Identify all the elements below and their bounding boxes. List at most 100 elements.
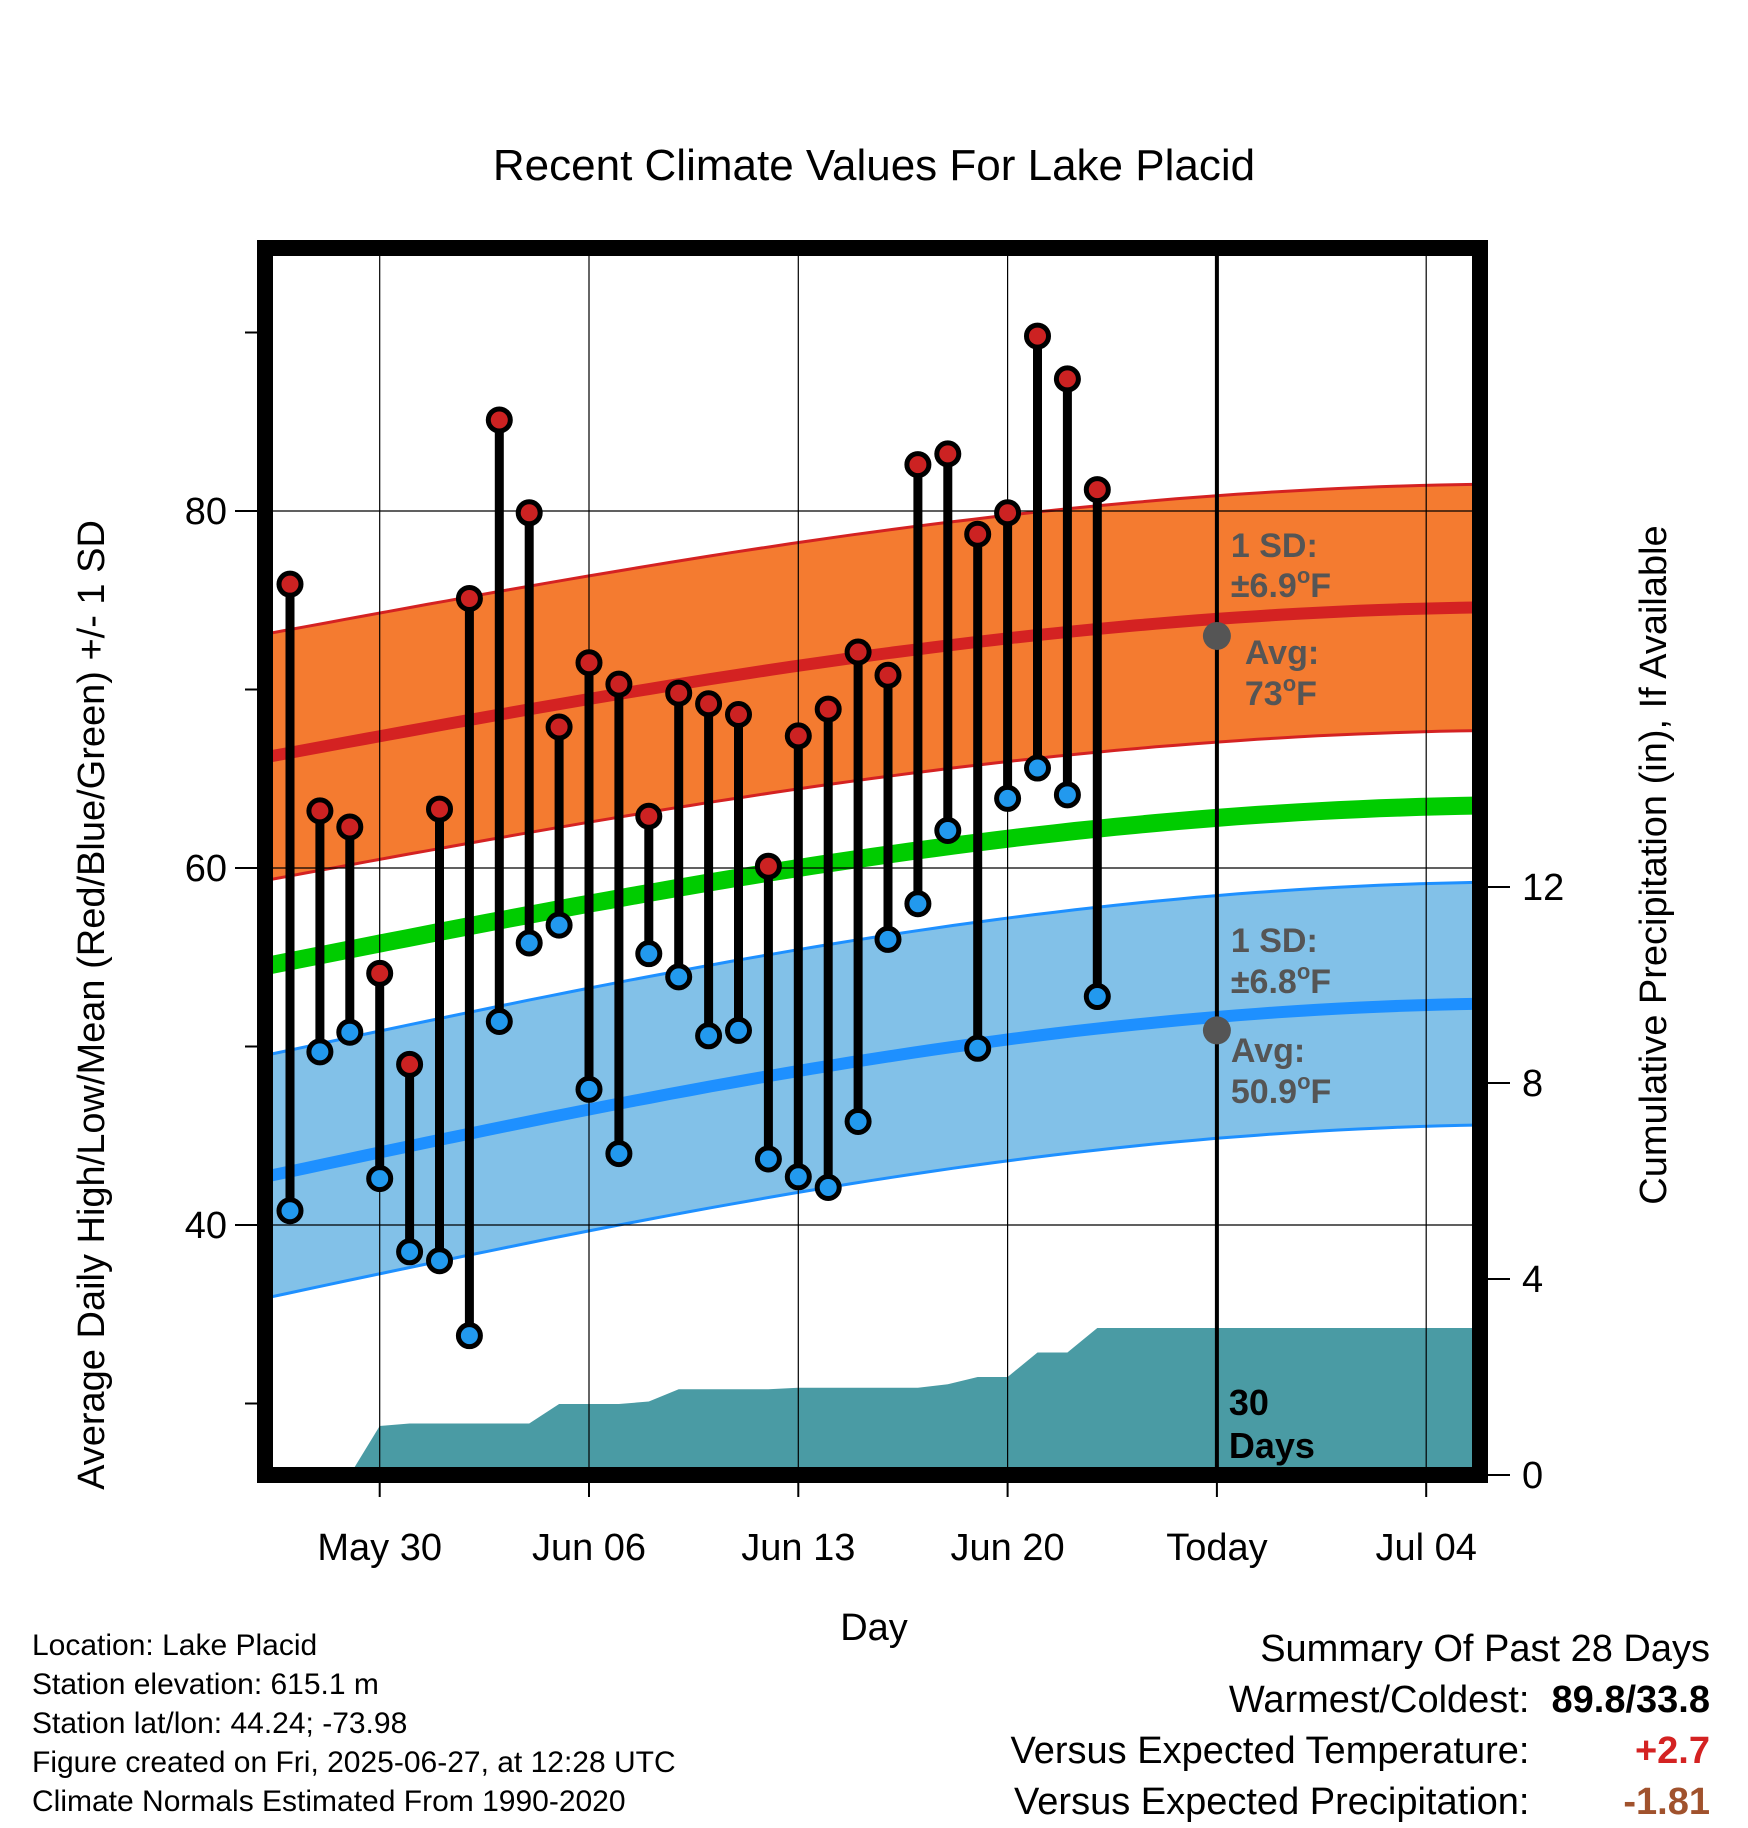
x-tick-label: Jun 20 <box>951 1527 1065 1569</box>
y2-tick-label: 0 <box>1522 1455 1543 1497</box>
period-days-unit: Days <box>1229 1425 1315 1466</box>
y2-axis-label: Cumulative Precipitation (in), If Availa… <box>1633 525 1675 1204</box>
y2-tick-label: 8 <box>1522 1063 1543 1105</box>
observed-high-dot <box>306 797 334 825</box>
observed-low-dot <box>665 963 693 991</box>
precip-value: -1.81 <box>1623 1781 1710 1823</box>
y2-tick-label: 4 <box>1522 1259 1543 1301</box>
observed-low-dot <box>725 1016 752 1044</box>
today-low-avg-dot <box>1202 1016 1231 1045</box>
observed-high-dot <box>336 813 364 841</box>
info-elevation: Station elevation: 615.1 m <box>32 1668 379 1701</box>
chart-title: Recent Climate Values For Lake Placid <box>493 141 1255 190</box>
observed-high-dot <box>1053 365 1081 393</box>
x-tick-label: Jun 06 <box>532 1527 646 1569</box>
observed-low-dot <box>336 1018 364 1046</box>
observed-high-dot <box>934 440 962 468</box>
precip-area <box>290 1328 1480 1475</box>
info-latlon: Station lat/lon: 44.24; -73.98 <box>32 1707 408 1740</box>
y-tick-label: 60 <box>185 848 227 890</box>
precip-label: Versus Expected Precipitation: <box>1014 1781 1530 1823</box>
observed-low-dot <box>605 1140 633 1168</box>
observed-high-dot <box>1024 322 1051 350</box>
high-sd-band <box>265 484 1480 881</box>
high-sd-value: ±6.9oF <box>1231 563 1331 605</box>
observed-low-dot <box>874 925 902 953</box>
warmest-coldest-value: 89.8/33.8 <box>1551 1679 1710 1721</box>
info-created: Figure created on Fri, 2025-06-27, at 12… <box>32 1746 676 1779</box>
observed-high-dot <box>784 722 812 750</box>
observed-low-dot <box>754 1145 782 1173</box>
observed-high-dot <box>665 679 693 707</box>
observed-high-dot <box>1083 476 1111 504</box>
observed-low-dot <box>455 1322 483 1350</box>
observed-low-dot <box>366 1165 394 1193</box>
observed-low-dot <box>575 1075 603 1103</box>
temp-label: Versus Expected Temperature: <box>1010 1730 1530 1772</box>
observed-low-dot <box>964 1034 992 1062</box>
observed-low-dot <box>426 1247 453 1275</box>
observed-low-dot <box>545 911 573 939</box>
observed-high-dot <box>605 670 633 698</box>
high-avg-value: 73oF <box>1245 671 1317 713</box>
observed-high-dot <box>575 649 603 677</box>
summary-panel: Summary Of Past 28 Days Warmest/Coldest:… <box>1011 1624 1710 1828</box>
x-tick-label: Jul 04 <box>1375 1527 1476 1569</box>
observed-low-dot <box>515 929 543 957</box>
observed-high-dot <box>455 584 483 612</box>
observed-low-dot <box>1083 983 1111 1011</box>
observed-high-dot <box>396 1050 424 1078</box>
observed-low-dot <box>904 890 932 918</box>
plot-frame <box>257 240 1488 1483</box>
low-sd-value: ±6.8oF <box>1231 959 1331 1001</box>
observed-low-dot <box>994 784 1022 812</box>
observed-high-dot <box>964 520 992 548</box>
period-days-number: 30 <box>1229 1382 1269 1423</box>
observed-low-dot <box>814 1174 842 1202</box>
low-avg-value: 50.9oF <box>1231 1069 1331 1111</box>
temp-value: +2.7 <box>1634 1730 1710 1772</box>
observed-high-dot <box>725 700 752 728</box>
observed-low-dot <box>844 1107 872 1135</box>
observed-low-dot <box>695 1022 723 1050</box>
today-high-avg-dot <box>1202 621 1231 650</box>
observed-high-dot <box>695 690 723 718</box>
low-sd-band <box>265 882 1480 1299</box>
observed-high-dot <box>426 795 453 823</box>
low-avg-label: Avg: <box>1231 1032 1305 1070</box>
summary-warmest-coldest: Warmest/Coldest: 89.8/33.8 <box>1011 1675 1710 1726</box>
observed-high-dot <box>904 451 932 479</box>
info-normals: Climate Normals Estimated From 1990-2020 <box>32 1785 626 1818</box>
observed-low-dot <box>784 1163 812 1191</box>
observed-low-dot <box>1053 781 1081 809</box>
high-sd-label: 1 SD: <box>1231 527 1318 565</box>
observed-high-dot <box>814 695 842 723</box>
x-tick-label: May 30 <box>317 1527 442 1569</box>
observed-high-dot <box>545 713 573 741</box>
observed-high-dot <box>485 406 513 434</box>
observed-low-dot <box>306 1038 334 1066</box>
observed-high-dot <box>844 638 872 666</box>
low-sd-label: 1 SD: <box>1231 922 1318 960</box>
observed-low-dot <box>485 1008 513 1036</box>
summary-precipitation: Versus Expected Precipitation: -1.81 <box>1011 1777 1710 1828</box>
y2-tick-label: 12 <box>1522 867 1564 909</box>
observed-high-dot <box>994 499 1022 527</box>
observed-low-dot <box>635 940 663 968</box>
x-tick-label: Today <box>1166 1527 1267 1569</box>
summary-temperature: Versus Expected Temperature: +2.7 <box>1011 1726 1710 1777</box>
warmest-coldest-label: Warmest/Coldest: <box>1228 1679 1530 1721</box>
observed-high-dot <box>276 570 304 598</box>
observed-low-dot <box>396 1238 424 1266</box>
summary-heading: Summary Of Past 28 Days <box>1260 1628 1710 1670</box>
observed-high-dot <box>515 499 543 527</box>
observed-high-dot <box>366 959 394 987</box>
station-info: Location: Lake Placid Station elevation:… <box>32 1626 676 1821</box>
y-tick-label: 40 <box>185 1205 227 1247</box>
observed-high-dot <box>874 661 902 689</box>
y-tick-label: 80 <box>185 491 227 533</box>
high-avg-label: Avg: <box>1245 634 1319 672</box>
info-location: Location: Lake Placid <box>32 1629 318 1662</box>
